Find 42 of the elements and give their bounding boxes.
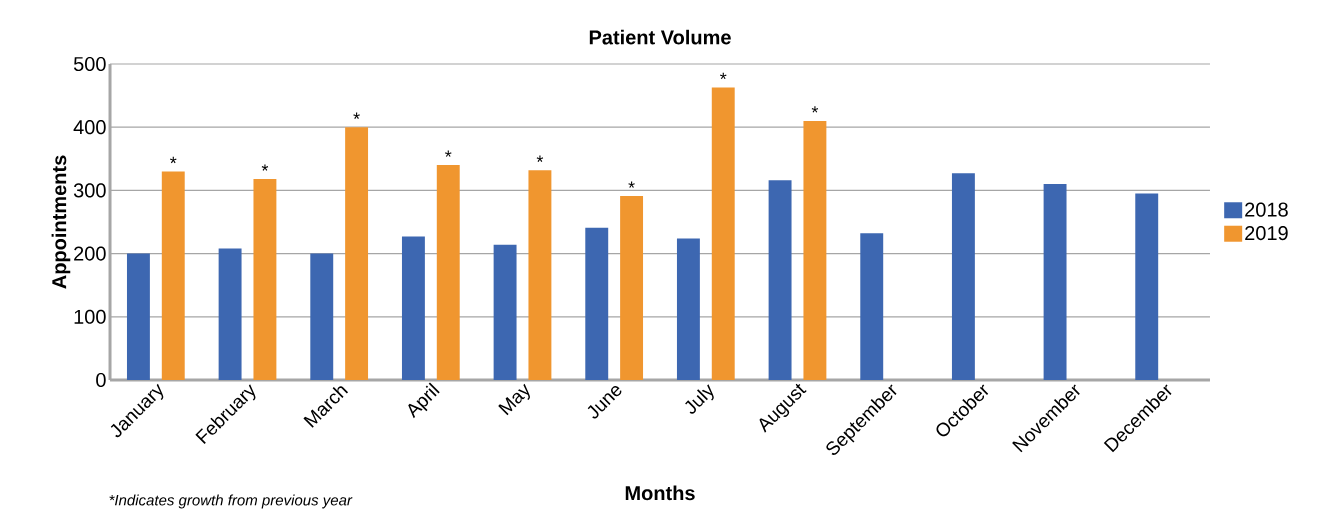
x-tick-label: July xyxy=(685,384,714,414)
bar xyxy=(620,196,644,380)
data-label: * xyxy=(261,164,269,171)
bar xyxy=(218,248,242,380)
bar xyxy=(401,236,425,380)
bar xyxy=(1043,184,1067,380)
bar xyxy=(1135,193,1159,380)
bar xyxy=(436,165,460,380)
bar xyxy=(161,171,185,380)
bar xyxy=(860,233,884,380)
y-tick-label: 300 xyxy=(73,183,106,198)
x-tick-label: May xyxy=(498,383,530,416)
y-tick-label: 200 xyxy=(74,246,106,261)
bar xyxy=(345,127,369,380)
legend-label: 2019 xyxy=(1245,226,1288,241)
bar xyxy=(310,253,334,380)
data-label: * xyxy=(170,156,177,164)
y-axis-title: Appointments xyxy=(51,155,71,289)
data-label: * xyxy=(811,106,819,113)
y-tick-label: 100 xyxy=(74,309,106,324)
bar xyxy=(253,179,277,380)
legend-label: 2018 xyxy=(1245,202,1288,217)
bar xyxy=(711,87,735,380)
y-tick-label: 400 xyxy=(73,120,106,135)
data-label: * xyxy=(445,150,452,157)
data-label: * xyxy=(353,112,360,119)
chart-title: Patient Volume xyxy=(589,29,731,45)
y-tick-label: 500 xyxy=(73,56,106,72)
bar xyxy=(528,170,552,380)
bar xyxy=(768,180,792,380)
bar xyxy=(493,244,517,380)
y-tick-label: 0 xyxy=(96,372,106,388)
data-label: * xyxy=(628,181,635,188)
text: *Indicates growth from previous year xyxy=(109,494,353,509)
bar xyxy=(676,238,700,380)
data-label: * xyxy=(536,155,544,162)
bar xyxy=(803,120,827,380)
data-label: * xyxy=(720,72,727,80)
bar xyxy=(585,227,609,380)
x-axis-title: Months xyxy=(625,485,695,501)
bar xyxy=(951,173,975,380)
bar xyxy=(126,253,150,380)
